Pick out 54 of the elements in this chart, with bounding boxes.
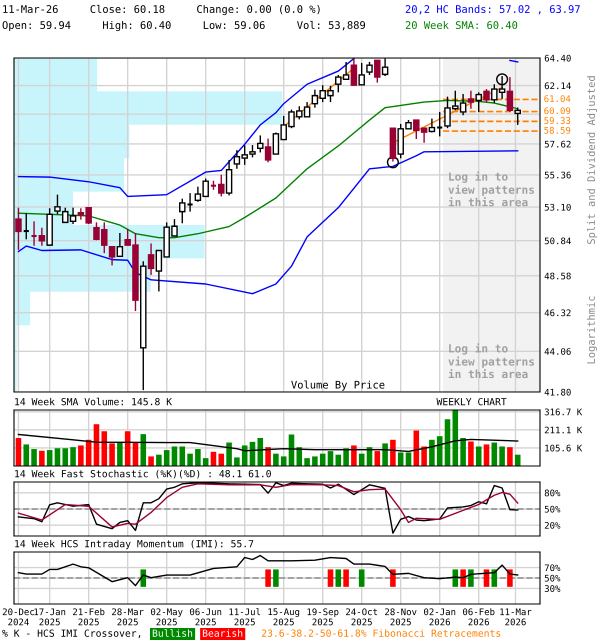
x-tick-label: 02-May 2025 <box>150 608 183 626</box>
x-tick-label: 11-Mar 2026 <box>500 608 532 626</box>
chart-title: 14 Week Fast Stochastic (%K)(%D) : 48.1 61.0 <box>15 470 271 478</box>
annotation: Volume By Price <box>291 380 384 391</box>
ref-line-label: 58.59 <box>544 126 570 134</box>
y-tick-label: 70% <box>544 564 560 572</box>
annotation: Log in to view patterns in this area <box>448 343 534 378</box>
text: 20 Week SMA: 60.40 <box>406 20 518 30</box>
y-tick-label: 44.06 <box>544 348 571 355</box>
y-tick-label: 316.7 K <box>544 408 582 416</box>
y-tick-label: 57.62 <box>544 140 571 148</box>
text: 23.6-38.2-50-61.8% Fibonacci Retracements <box>262 629 500 637</box>
x-tick-label: 11-Jul 2025 <box>229 608 260 626</box>
text: WEEKLY CHART <box>436 398 507 406</box>
y-tick-label: 50% <box>544 574 560 582</box>
chart-title: 11-Mar-26 Close: 60.18 Change: 0.00 (0.0 %) <box>3 4 320 16</box>
y-tick-label: 50% <box>544 506 560 513</box>
x-tick-label: 06-Feb 2026 <box>462 608 494 626</box>
x-tick-label: 28-Mar 2025 <box>112 608 144 626</box>
chart-subtitle: Open: 59.94 High: 60.40 Low: 59.06 Vol: 53,889 <box>2 20 366 32</box>
y-tick-label: 20% <box>544 522 560 529</box>
text: Bullish <box>152 629 192 637</box>
y-tick-label: 53.10 <box>544 204 571 211</box>
legend-title: % K - HCS IMI Crossover, <box>2 629 140 638</box>
y-tick-label: 62.14 <box>544 82 571 90</box>
y-tick-label: 80% <box>544 490 560 496</box>
text: Bearish <box>202 629 242 637</box>
x-tick-label: 24-Oct 2025 <box>346 608 378 626</box>
annotation: Log in to view patterns in this area <box>448 172 534 206</box>
ref-line-label: 61.04 <box>544 95 570 102</box>
y-axis-title: Split and Dividend Adjusted <box>586 76 598 244</box>
x-tick-label: 17-Jan 2025 <box>34 608 66 626</box>
y-tick-label: 64.40 <box>544 54 571 62</box>
ref-line-label: 59.33 <box>544 117 570 124</box>
text: Logarithmic <box>586 296 598 364</box>
x-tick-label: 21-Feb 2025 <box>73 608 104 626</box>
text: 20,2 HC Bands: 57.02 , 63.97 <box>406 4 580 14</box>
y-tick-label: 50.84 <box>544 237 571 244</box>
x-tick-label: 28-Nov 2025 <box>385 608 417 626</box>
y-tick-label: 46.32 <box>544 309 571 316</box>
y-tick-label: 55.36 <box>544 172 571 178</box>
y-tick-label: 30% <box>544 585 560 592</box>
x-tick-label: 20-Dec 2024 <box>2 608 34 626</box>
y-tick-label: 105.6 K <box>545 444 582 452</box>
chart-title: 14 Week SMA Volume: 145.8 K <box>15 398 172 406</box>
y-tick-label: 41.80 <box>544 388 571 396</box>
y-tick-label: 211.1 K <box>544 426 582 434</box>
x-tick-label: 06-Jun 2025 <box>190 608 222 626</box>
ref-line-label: 60.09 <box>544 107 570 114</box>
x-tick-label: 02-Jan 2026 <box>424 608 456 626</box>
y-tick-label: 48.58 <box>544 272 571 280</box>
chart-title: 14 Week HCS Intraday Momentum (IMI): 55.7 <box>15 540 254 550</box>
x-tick-label: 15-Aug 2025 <box>268 608 300 626</box>
x-tick-label: 19-Sep 2025 <box>307 608 338 626</box>
